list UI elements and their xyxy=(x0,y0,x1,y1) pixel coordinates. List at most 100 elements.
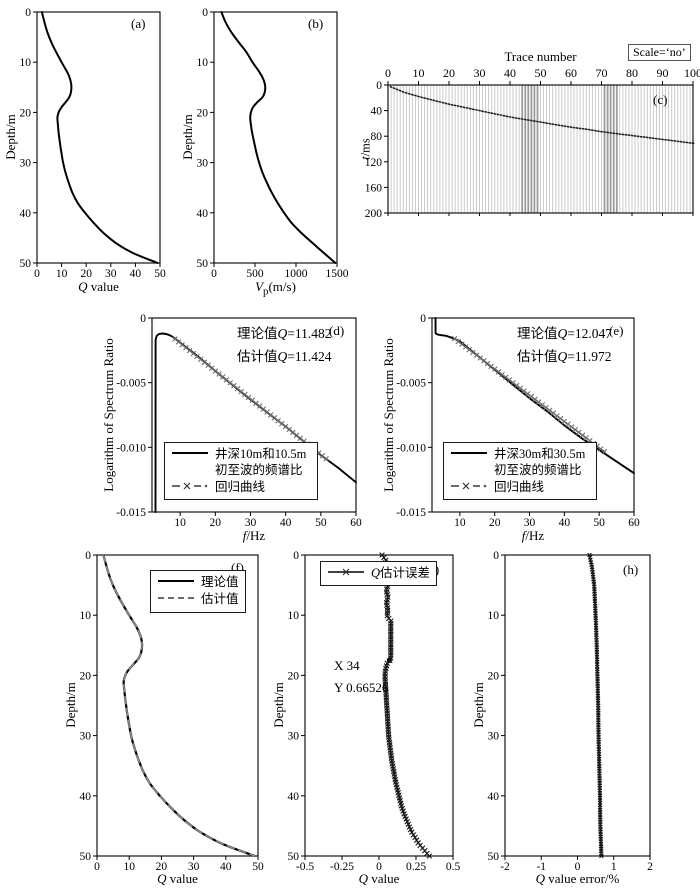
x-axis-label-g: Q value xyxy=(358,871,400,886)
svg-text:30: 30 xyxy=(105,268,117,280)
legend-entry-label: 回归曲线 xyxy=(215,479,266,494)
legend-entry-label: 估计值 xyxy=(201,592,239,607)
legend-e: 井深30m和30.5m 初至波的频谱比 回归曲线 xyxy=(443,442,597,500)
annotation-theoretical-q-d: 理论值Q=11.482 xyxy=(237,326,332,341)
svg-text:20: 20 xyxy=(20,107,32,119)
panel-label-c: (c) xyxy=(653,92,668,107)
y-axis-label-g: Depth/m xyxy=(271,682,286,728)
svg-text:0: 0 xyxy=(85,550,91,562)
svg-text:0: 0 xyxy=(34,268,40,280)
svg-text:-0.015: -0.015 xyxy=(116,507,146,519)
svg-text:10: 10 xyxy=(123,861,135,873)
svg-text:0: 0 xyxy=(385,66,391,80)
trace-number-axis-title: Trace number xyxy=(504,49,577,64)
svg-text:60: 60 xyxy=(350,517,362,529)
svg-text:30: 30 xyxy=(80,731,92,743)
svg-text:50: 50 xyxy=(197,258,209,270)
legend-entry: 回归曲线 xyxy=(171,479,311,496)
legend-entry: 井深10m和10.5m 初至波的频谱比 xyxy=(171,446,311,479)
svg-text:200: 200 xyxy=(365,208,383,220)
svg-text:30: 30 xyxy=(288,731,300,743)
panel-label-e: (e) xyxy=(609,323,624,338)
y-axis-label-e: Logarithm of Spectrum Ratio xyxy=(381,338,396,492)
svg-text:0: 0 xyxy=(211,268,217,280)
panel-label-a: (a) xyxy=(131,16,146,31)
panel-label-h: (h) xyxy=(623,562,639,577)
svg-text:10: 10 xyxy=(80,610,92,622)
scale-label-box: Scale=‘no’ xyxy=(628,44,691,61)
svg-text:1000: 1000 xyxy=(285,268,308,280)
svg-text:10: 10 xyxy=(197,57,209,69)
svg-text:160: 160 xyxy=(365,182,383,194)
svg-text:50: 50 xyxy=(252,861,264,873)
legend-line-sample-icon xyxy=(171,446,209,463)
svg-text:50: 50 xyxy=(154,268,166,280)
svg-text:-0.005: -0.005 xyxy=(116,378,146,390)
legend-line-sample-icon xyxy=(450,479,488,496)
legend-d: 井深10m和10.5m 初至波的频谱比 回归曲线 xyxy=(164,442,318,500)
svg-text:90: 90 xyxy=(657,66,669,80)
svg-text:-0.5: -0.5 xyxy=(296,861,314,873)
annotation-theoretical-q-e: 理论值Q=12.047 xyxy=(517,326,612,341)
svg-text:-0.25: -0.25 xyxy=(330,861,354,873)
svg-text:50: 50 xyxy=(488,851,500,863)
svg-text:2: 2 xyxy=(647,861,653,873)
legend-line-sample-icon xyxy=(157,574,195,591)
svg-text:30: 30 xyxy=(188,861,200,873)
svg-text:0: 0 xyxy=(25,7,31,19)
svg-text:0: 0 xyxy=(94,861,100,873)
svg-text:30: 30 xyxy=(20,158,32,170)
svg-text:50: 50 xyxy=(315,517,327,529)
svg-text:1500: 1500 xyxy=(326,268,349,280)
y-axis-label-d: Logarithm of Spectrum Ratio xyxy=(101,338,116,492)
svg-text:0: 0 xyxy=(420,313,426,325)
svg-text:80: 80 xyxy=(626,66,638,80)
svg-text:1: 1 xyxy=(611,861,617,873)
svg-text:50: 50 xyxy=(288,851,300,863)
panel-label-b: (b) xyxy=(308,16,324,31)
annotation-estimated-q-e: 估计值Q=11.972 xyxy=(517,349,612,364)
svg-text:40: 40 xyxy=(280,517,292,529)
svg-text:50: 50 xyxy=(535,66,547,80)
svg-text:40: 40 xyxy=(559,517,571,529)
legend-entry: 井深30m和30.5m 初至波的频谱比 xyxy=(450,446,590,479)
legend-g: Q估计误差 xyxy=(320,561,438,587)
svg-text:80: 80 xyxy=(371,131,383,143)
y-axis-label-b: Depth/m xyxy=(180,114,195,160)
svg-text:0: 0 xyxy=(493,550,499,562)
y-axis-label-f: Depth/m xyxy=(63,682,78,728)
svg-text:50: 50 xyxy=(593,517,605,529)
annotation-estimated-q-d: 估计值Q=11.424 xyxy=(237,349,332,364)
svg-text:0: 0 xyxy=(376,80,382,92)
svg-text:40: 40 xyxy=(504,66,516,80)
svg-text:20: 20 xyxy=(80,268,92,280)
svg-text:0: 0 xyxy=(293,550,299,562)
x-axis-label-b: Vp(m/s) xyxy=(255,279,296,298)
legend-entry-label: 回归曲线 xyxy=(494,479,545,494)
svg-text:40: 40 xyxy=(80,791,92,803)
svg-text:20: 20 xyxy=(288,670,300,682)
svg-text:10: 10 xyxy=(288,610,300,622)
svg-text:-0.010: -0.010 xyxy=(116,442,146,454)
svg-text:-0.010: -0.010 xyxy=(396,442,426,454)
svg-text:0.25: 0.25 xyxy=(406,861,426,873)
svg-text:20: 20 xyxy=(489,517,501,529)
svg-text:20: 20 xyxy=(210,517,222,529)
legend-line-sample-icon xyxy=(450,446,488,463)
svg-text:0: 0 xyxy=(140,313,146,325)
svg-text:50: 50 xyxy=(20,258,32,270)
legend-entry: Q估计误差 xyxy=(327,565,430,582)
svg-text:20: 20 xyxy=(156,861,168,873)
svg-text:10: 10 xyxy=(56,268,68,280)
legend-entry: 估计值 xyxy=(157,591,239,608)
svg-text:-0.005: -0.005 xyxy=(396,378,426,390)
y-axis-label-a: Depth/m xyxy=(3,114,18,160)
svg-text:20: 20 xyxy=(80,670,92,682)
svg-text:30: 30 xyxy=(474,66,486,80)
svg-text:0: 0 xyxy=(202,7,208,19)
svg-text:40: 40 xyxy=(288,791,300,803)
y-axis-label-c: t/ms xyxy=(358,138,373,160)
legend-line-sample-icon xyxy=(171,479,209,496)
